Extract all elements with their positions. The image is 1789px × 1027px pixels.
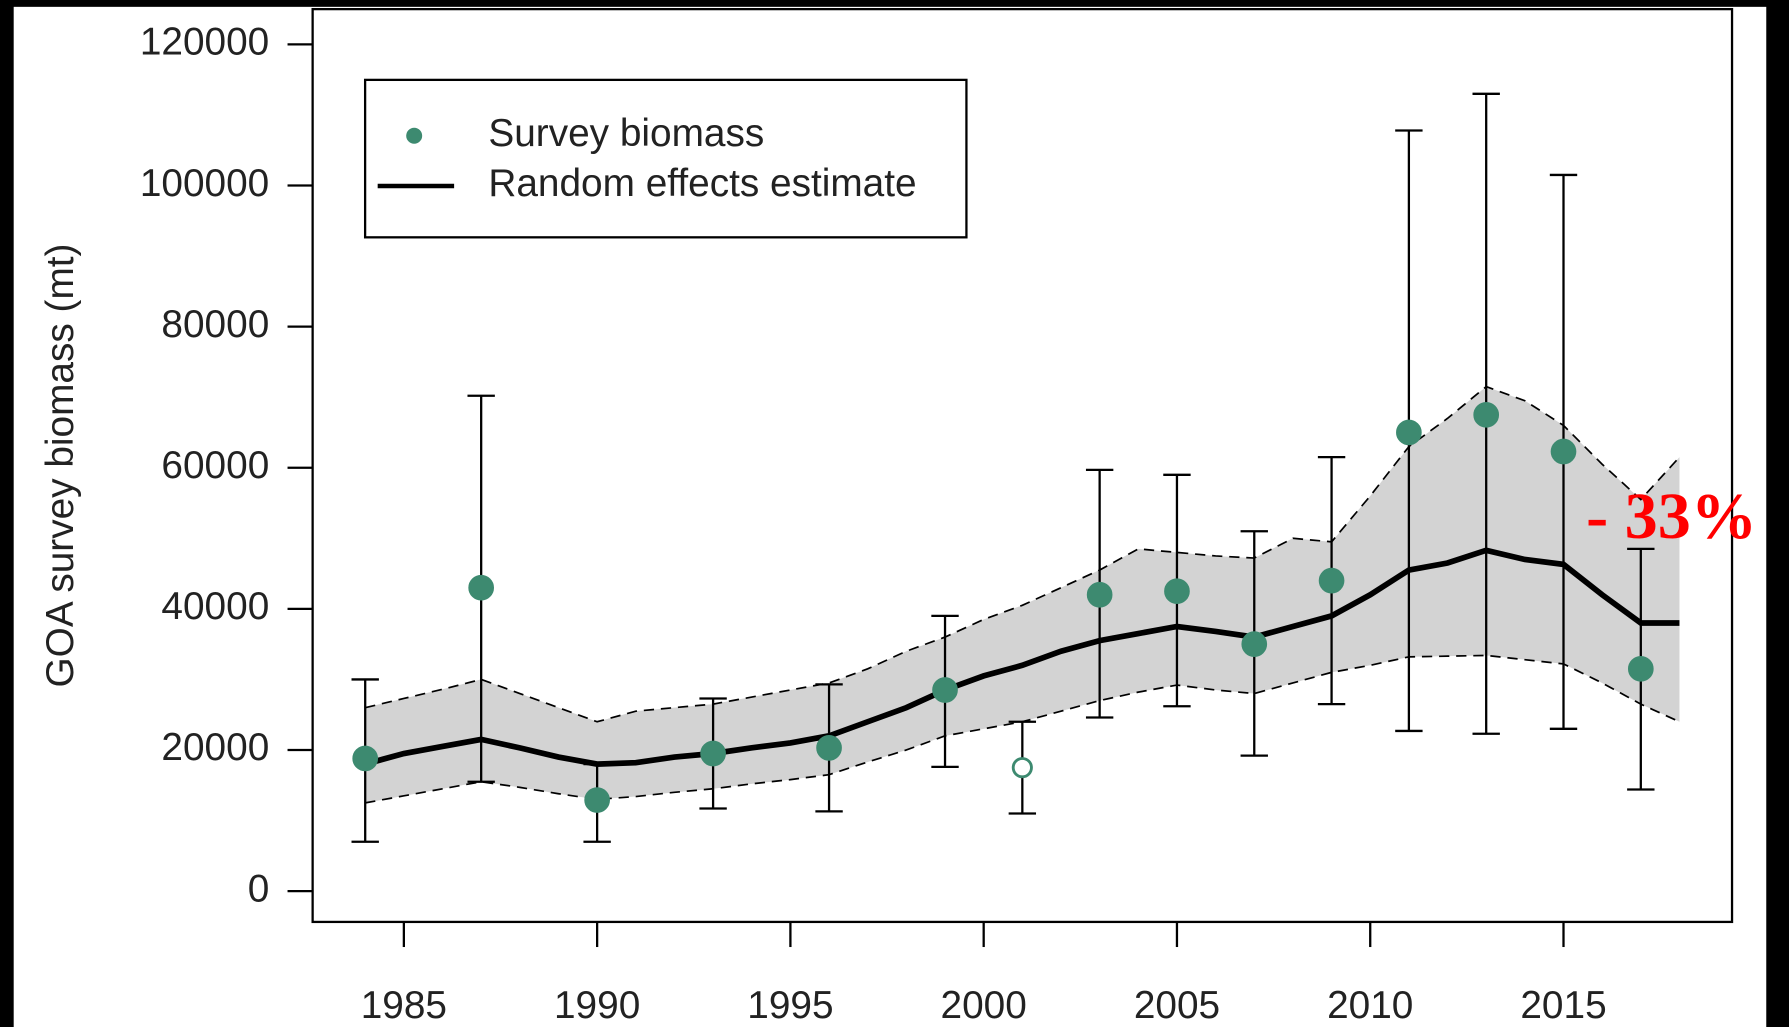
legend-box	[363, 78, 968, 239]
legend-label: Random effects estimate	[488, 162, 916, 205]
survey-point	[1011, 757, 1033, 779]
survey-point	[1550, 438, 1577, 465]
chart-area: 0 20000 40000 60000 80000 100000 120000 1985 199…	[13, 6, 1767, 1027]
x-tick-label: 2000	[941, 984, 1027, 1027]
estimate-line	[364, 547, 1680, 767]
legend-label: Survey biomass	[488, 112, 764, 155]
annotation: - 33%	[1586, 480, 1757, 553]
y-axis-label: GOA survey biomass (mt)	[39, 244, 82, 688]
survey-point	[1318, 567, 1345, 594]
x-tick-label: 2005	[1134, 984, 1220, 1027]
survey-point	[816, 735, 842, 761]
y-tick-label: 80000	[161, 303, 269, 346]
survey-point	[468, 574, 495, 601]
confidence-band	[365, 386, 1680, 803]
y-tick-label: 100000	[140, 162, 269, 205]
x-tick-label: 1995	[747, 984, 833, 1027]
survey-point	[700, 740, 726, 767]
survey-point	[1473, 401, 1500, 428]
survey-point	[1627, 656, 1654, 682]
x-tick-label: 2015	[1520, 984, 1606, 1027]
legend-symbol	[406, 127, 423, 144]
survey-point	[1241, 631, 1268, 657]
y-tick-label: 60000	[161, 444, 269, 487]
y-tick-label: 0	[248, 867, 270, 910]
survey-point	[1164, 578, 1190, 605]
y-tick-label: 20000	[161, 726, 269, 769]
plot-frame	[311, 7, 1734, 924]
survey-point	[932, 677, 958, 703]
survey-point	[1086, 581, 1113, 608]
survey-point	[584, 787, 610, 813]
x-tick-label: 2010	[1327, 984, 1413, 1027]
x-tick-label: 1985	[361, 984, 447, 1027]
x-tick-label: 1990	[554, 984, 640, 1027]
survey-point	[1396, 419, 1422, 446]
band-edge	[365, 385, 1681, 723]
y-tick-label: 40000	[161, 585, 269, 628]
survey-point	[352, 745, 379, 772]
y-tick-label: 120000	[140, 21, 269, 64]
